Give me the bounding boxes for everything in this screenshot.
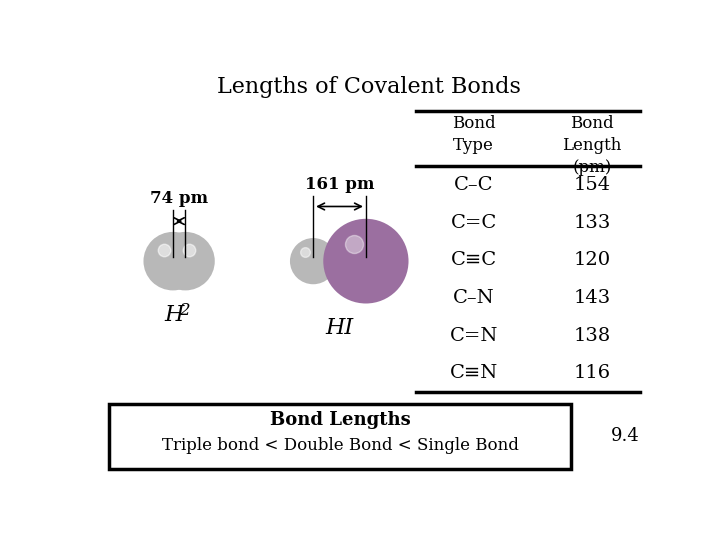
Circle shape	[290, 238, 336, 284]
Text: 143: 143	[574, 289, 611, 307]
Text: 133: 133	[574, 214, 611, 232]
Text: Triple bond < Double Bond < Single Bond: Triple bond < Double Bond < Single Bond	[161, 437, 518, 455]
Circle shape	[156, 232, 215, 291]
Text: Bond Lengths: Bond Lengths	[269, 411, 410, 429]
Circle shape	[143, 232, 202, 291]
Text: 120: 120	[574, 252, 611, 269]
Text: Bond
Length
(pm): Bond Length (pm)	[562, 115, 622, 176]
Text: 9.4: 9.4	[611, 427, 639, 445]
Text: Bond
Type: Bond Type	[452, 115, 495, 154]
Text: Lengths of Covalent Bonds: Lengths of Covalent Bonds	[217, 76, 521, 98]
Text: H: H	[165, 304, 184, 326]
Text: C≡C: C≡C	[451, 252, 497, 269]
Text: C=C: C=C	[451, 214, 497, 232]
Text: C–C: C–C	[454, 176, 493, 194]
Text: 2: 2	[179, 302, 190, 319]
Circle shape	[323, 219, 408, 303]
FancyBboxPatch shape	[109, 403, 570, 469]
Text: 138: 138	[574, 327, 611, 345]
Text: C=N: C=N	[449, 327, 498, 345]
Text: C≡N: C≡N	[449, 364, 498, 382]
Text: 116: 116	[574, 364, 611, 382]
Text: HI: HI	[325, 318, 354, 339]
Text: C–N: C–N	[453, 289, 495, 307]
Text: 74 pm: 74 pm	[150, 190, 208, 207]
Text: 161 pm: 161 pm	[305, 176, 374, 193]
Text: 154: 154	[574, 176, 611, 194]
